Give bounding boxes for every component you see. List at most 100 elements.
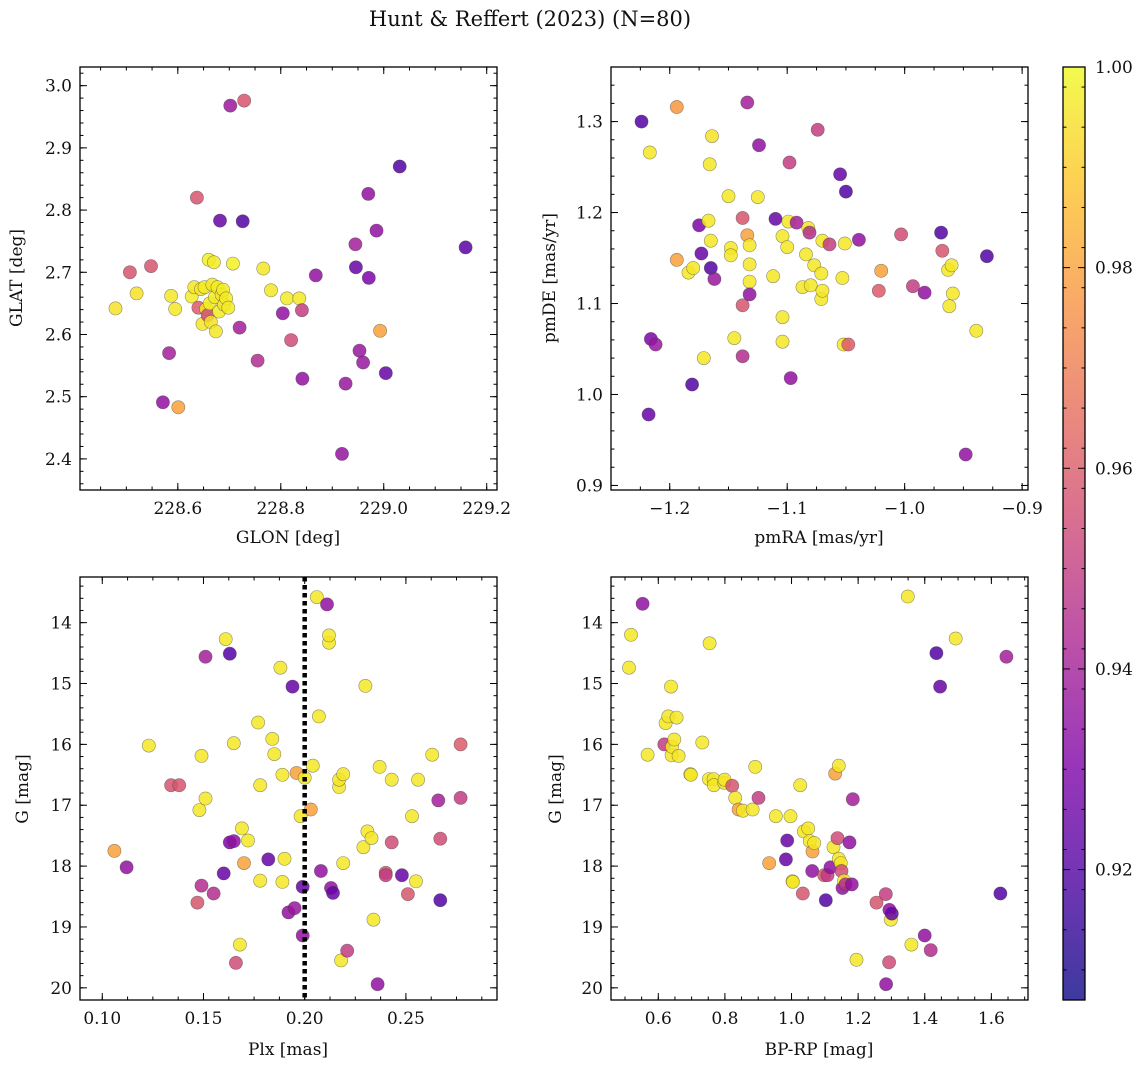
panel-plx-g-xtick-label: 0.20	[286, 1009, 324, 1029]
panel-plx-g-point	[433, 831, 448, 846]
panel-cmd-ytick-label: 17	[581, 796, 603, 816]
panel-pm-point	[980, 249, 994, 264]
panel-glon-glat-xtick-label: 229.0	[359, 499, 408, 519]
panel-plx-g-point	[431, 793, 446, 808]
panel-cmd-ytick-label: 20	[581, 979, 603, 999]
panel-plx-g-point	[366, 912, 381, 927]
panel-pm-point	[641, 407, 656, 422]
panel-pm-point	[721, 189, 736, 204]
panel-plx-g-ytick-label: 19	[50, 918, 72, 938]
panel-pm-point	[735, 211, 750, 225]
panel-cmd-xtick-label: 1.0	[778, 1009, 805, 1029]
panel-pm-point	[917, 285, 932, 300]
panel-glon-glat-point	[369, 223, 384, 238]
panel-pm-ytick-label: 1.3	[576, 113, 603, 133]
panel-pm-point	[833, 167, 847, 182]
panel-plx-g-point	[336, 856, 351, 870]
panel-pm-point	[742, 238, 757, 253]
panel-plx-g-point	[192, 803, 207, 817]
panel-pm-point	[837, 236, 852, 251]
panel-plx-g-point	[285, 679, 300, 694]
colorbar-tick-label: 0.92	[1095, 861, 1133, 881]
panel-glon-glat-point	[164, 288, 178, 303]
panel-pm-point	[669, 252, 684, 267]
panel-cmd-point	[745, 802, 760, 817]
panel-plx-g-point	[326, 886, 340, 900]
panel-cmd-ylabel: G [mag]	[546, 754, 566, 823]
panel-pm-point	[935, 243, 950, 258]
panel-plx-g-point	[409, 874, 423, 889]
panel-pm-ytick-label: 1.1	[576, 295, 603, 315]
panel-glon-glat-point	[223, 98, 238, 113]
panel-glon-glat-xtick-label: 228.8	[256, 499, 305, 519]
panel-glon-glat-xtick-label: 229.2	[462, 499, 511, 519]
panel-pm-point	[803, 278, 818, 293]
panel-pm-point	[642, 145, 657, 160]
panel-pm-point	[669, 100, 684, 114]
panel-plx-g-point	[253, 778, 268, 793]
panel-plx-g-point	[119, 860, 134, 875]
panel-cmd-point	[878, 887, 893, 901]
panel-cmd-xtick-label: 1.6	[978, 1009, 1005, 1029]
panel-glon-glat-ylabel: GLAT [deg]	[7, 229, 27, 327]
panel-glon-glat-ticks: 228.6 228.8 229.0 229.2 2.4 2.5 2.6 2.7 2.8 2.9 3.…	[45, 67, 511, 519]
panel-pm-point	[702, 157, 717, 172]
panel-glon-glat-point	[458, 240, 473, 255]
panel-glon-glat: 228.6 228.8 229.0 229.2 2.4 2.5 2.6 2.7 2.8 2.9 3.…	[7, 66, 511, 548]
panel-plx-g-point	[237, 856, 251, 870]
panel-glon-glat-point	[225, 256, 240, 271]
panel-glon-glat-points	[108, 93, 473, 461]
panel-plx-g: 0.10 0.15 0.20 0.25 14 15 16 17 18 19 20 Plx [mas]…	[13, 576, 498, 1060]
panel-pm-point	[742, 287, 757, 302]
panel-glon-glat-point	[189, 190, 204, 205]
panel-pm-point	[815, 283, 830, 298]
panel-plx-g-point	[226, 736, 241, 751]
panel-pm-point	[852, 232, 866, 247]
panel-cmd-point	[624, 627, 638, 642]
panel-cmd-point	[695, 735, 710, 750]
panel-cmd-xtick-label: 1.4	[911, 1009, 938, 1029]
panel-cmd-point	[818, 893, 833, 908]
panel-pm-point	[874, 263, 889, 278]
panel-plx-g-point	[253, 873, 268, 888]
panel-cmd-ytick-label: 14	[581, 614, 603, 634]
panel-plx-g-xtick-label: 0.10	[83, 1009, 121, 1029]
panel-pm-point	[810, 122, 825, 137]
panel-glon-glat-point	[162, 346, 176, 360]
panel-pm-xtick-label: −1.1	[767, 499, 808, 519]
figure-title: Hunt & Reffert (2023) (N=80)	[369, 7, 691, 31]
panel-cmd-point	[748, 760, 763, 774]
panel-plx-g-point	[405, 809, 419, 824]
panel-pm-point	[685, 377, 699, 392]
panel-plx-g-point	[313, 864, 328, 878]
panel-plx-g-point	[453, 791, 468, 805]
panel-plx-g-point	[336, 767, 351, 782]
panel-pm-points	[634, 95, 994, 462]
panel-pm-point	[723, 248, 738, 263]
panel-cmd-ytick-label: 19	[581, 918, 603, 938]
panel-plx-g-ytick-label: 20	[50, 979, 72, 999]
panel-pm-point	[686, 261, 701, 275]
panel-pm-xlabel: pmRA [mas/yr]	[754, 528, 883, 548]
panel-plx-g-points	[107, 577, 468, 1000]
panel-cmd-point	[904, 937, 919, 952]
panel-cmd-point	[869, 895, 884, 910]
panel-pm-ytick-label: 1.2	[576, 204, 603, 224]
panel-cmd-point	[664, 679, 678, 694]
panel-plx-g-point	[226, 834, 241, 848]
panel-cmd-ytick-label: 18	[581, 857, 603, 877]
panel-cmd-point	[830, 831, 845, 845]
panel-glon-glat-point	[352, 343, 367, 358]
panel-pm-point	[942, 299, 957, 314]
panel-plx-g-point	[320, 597, 334, 612]
panel-pm-point	[696, 351, 711, 365]
panel-plx-g-point	[194, 749, 209, 763]
panel-plx-g-point	[287, 901, 302, 915]
panel-glon-glat-ytick-label: 2.5	[45, 388, 72, 408]
panel-plx-g-point	[275, 767, 290, 782]
panel-glon-glat-ytick-label: 2.7	[45, 263, 72, 283]
panel-cmd-xtick-label: 0.8	[711, 1009, 738, 1029]
panel-plx-g-ticks: 0.10 0.15 0.20 0.25 14 15 16 17 18 19 20	[50, 577, 497, 1029]
panel-plx-g-point	[309, 590, 324, 604]
panel-glon-glat-point	[378, 366, 393, 380]
